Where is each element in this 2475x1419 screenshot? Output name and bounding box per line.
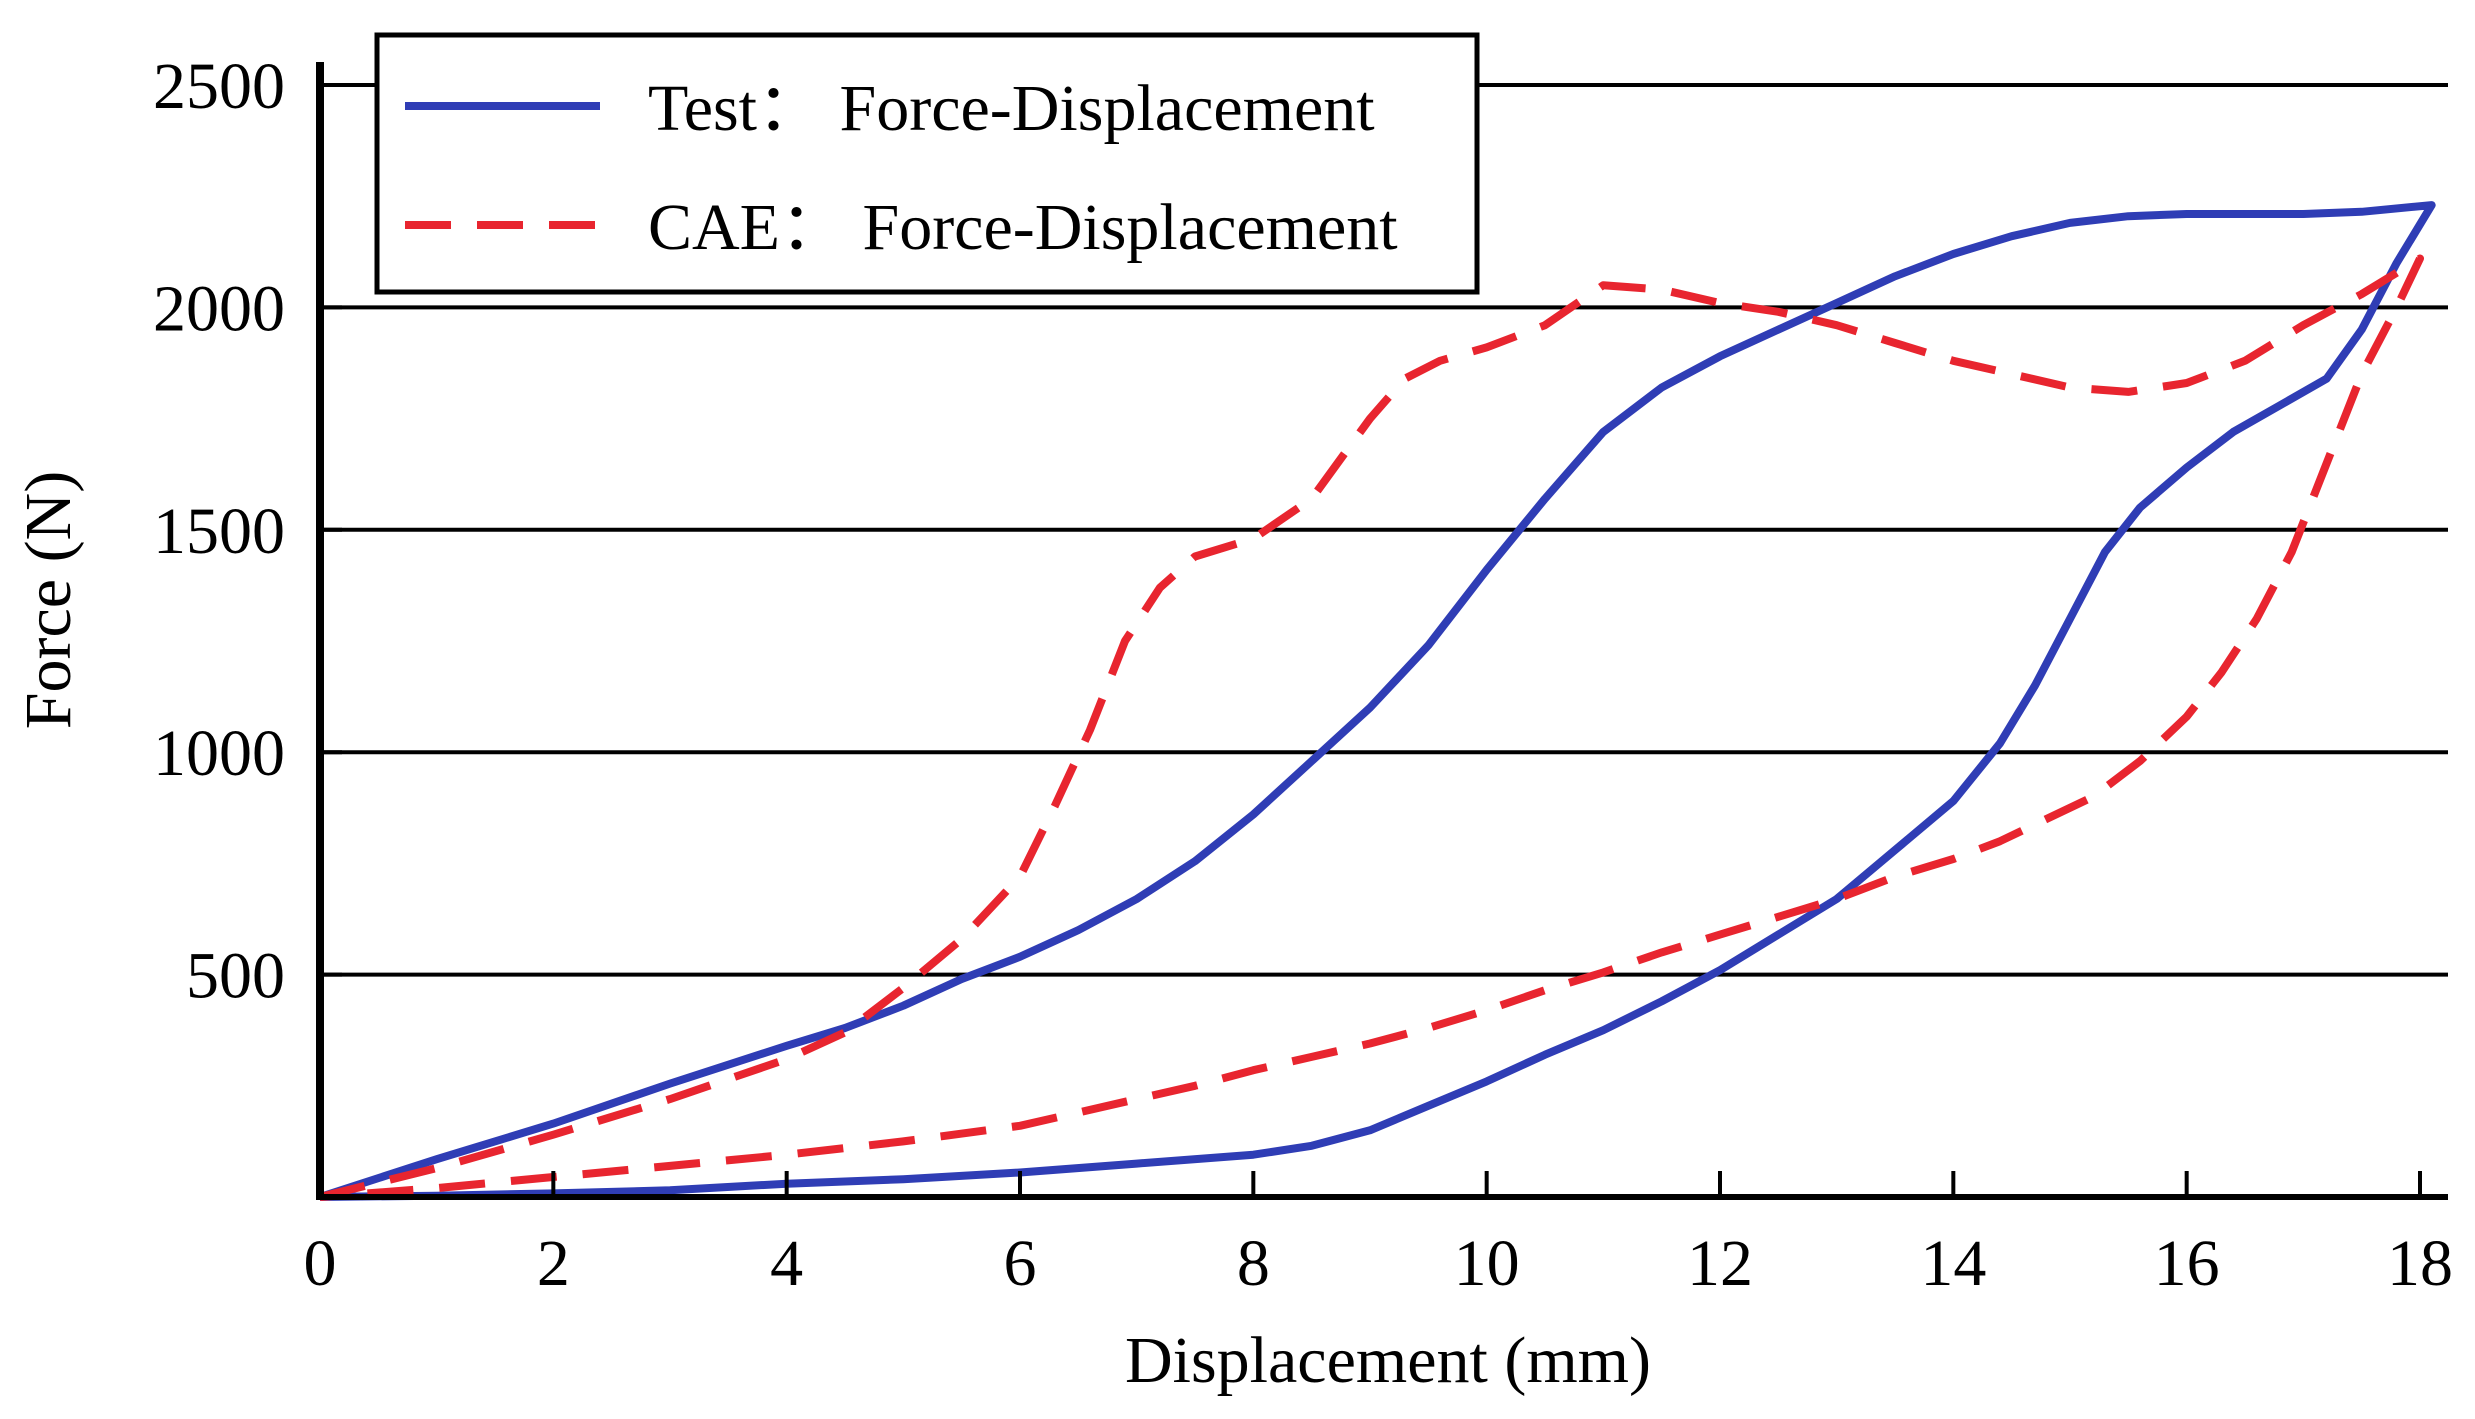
y-tick-label: 2500: [153, 50, 285, 123]
y-axis-title: Force (N): [12, 471, 85, 729]
y-ticks: 500 1000 1500 2000 2500: [153, 50, 342, 1013]
x-tick-label: 18: [2387, 1227, 2453, 1300]
series-line-cae: [319, 254, 2424, 1201]
x-tick-label: 16: [2154, 1227, 2220, 1300]
x-tick-label: 12: [1687, 1227, 1753, 1300]
axes: [316, 62, 2448, 1200]
legend-label-test: Test： Force-Displacement: [648, 72, 1375, 145]
y-tick-label: 1500: [153, 495, 285, 568]
y-tick-label: 2000: [153, 272, 285, 345]
x-tick-label: 10: [1454, 1227, 1520, 1300]
x-tick-label: 6: [1004, 1227, 1037, 1300]
x-tick-label: 2: [537, 1227, 570, 1300]
x-tick-label: 8: [1237, 1227, 1270, 1300]
series-lines: [318, 201, 2436, 1201]
x-tick-label: 14: [1920, 1227, 1986, 1300]
gridlines: [320, 83, 2448, 977]
legend-label-cae: CAE： Force-Displacement: [648, 191, 1398, 264]
x-ticks: 0 2 4 6 8 10 12 14 16 18: [304, 1171, 2453, 1300]
y-tick-label: 500: [186, 940, 285, 1013]
legend: Test： Force-Displacement CAE： Force-Disp…: [374, 32, 1480, 295]
x-axis-title: Displacement (mm): [1125, 1324, 1651, 1397]
series-line-test: [318, 201, 2436, 1201]
x-tick-label: 4: [770, 1227, 803, 1300]
y-tick-label: 1000: [153, 717, 285, 790]
legend-box: [374, 32, 1480, 295]
x-tick-label: 0: [304, 1227, 337, 1300]
